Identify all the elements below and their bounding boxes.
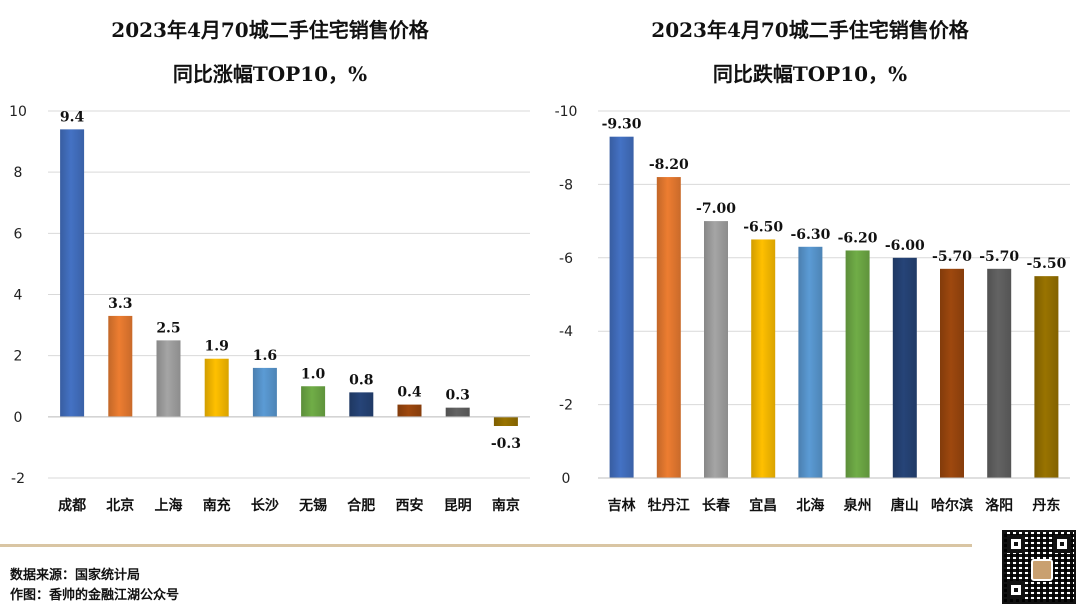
chart-decrease: 2023年4月70城二手住宅销售价格 同比跌幅TOP10，% -10 -8 -6 -4… <box>540 0 1080 530</box>
y-tick-label: -2 <box>11 471 25 487</box>
chart-title: 2023年4月70城二手住宅销售价格 <box>651 18 969 42</box>
y-tick-label: -2 <box>559 398 573 414</box>
data-label: -6.20 <box>838 230 878 246</box>
decrease-bar-chart: -10 -8 -6 -4 -2 0 -9.30 吉林 -8.20 牡丹江 -7.00 长春 -6.50 宜… <box>555 104 1070 514</box>
y-tick-label: 0 <box>562 471 571 487</box>
y-tick-label: 6 <box>14 226 23 242</box>
category-label: 南充 <box>203 497 231 514</box>
category-label: 唐山 <box>891 497 919 514</box>
bar <box>987 268 1012 478</box>
bar <box>798 246 823 478</box>
data-label: -5.70 <box>932 249 972 265</box>
bar <box>1034 276 1059 478</box>
y-tick-label: 10 <box>9 104 27 120</box>
bar <box>940 268 964 478</box>
data-label: 1.9 <box>205 339 229 355</box>
data-label: -5.50 <box>1026 256 1066 272</box>
chart-subtitle: 同比跌幅TOP10，% <box>712 62 908 86</box>
data-label: 2.5 <box>156 320 180 336</box>
category-label: 北海 <box>796 497 824 514</box>
y-tick-label: -6 <box>559 251 573 267</box>
bar <box>156 340 181 417</box>
bar <box>204 358 229 417</box>
data-label: 9.4 <box>60 109 85 125</box>
data-label: 1.6 <box>253 348 277 364</box>
data-label: 0.3 <box>446 388 470 404</box>
data-source: 数据来源：国家统计局 <box>10 568 141 583</box>
data-label: -6.50 <box>743 219 783 235</box>
bar <box>445 407 470 417</box>
category-label: 西安 <box>396 497 424 514</box>
footer-divider <box>0 544 972 547</box>
bar <box>892 257 917 478</box>
category-label: 洛阳 <box>985 497 1013 514</box>
y-tick-label: 0 <box>14 410 23 426</box>
category-label: 上海 <box>155 497 183 514</box>
bar <box>656 177 681 478</box>
data-label: -7.00 <box>696 201 736 217</box>
data-label: -6.30 <box>790 227 830 243</box>
category-label: 长春 <box>702 497 731 514</box>
category-label: 牡丹江 <box>648 497 690 514</box>
category-label: 无锡 <box>298 497 327 514</box>
author-credit: 作图：香帅的金融江湖公众号 <box>10 588 180 603</box>
data-label: -8.20 <box>649 157 689 173</box>
category-label: 成都 <box>58 497 86 514</box>
category-label: 哈尔滨 <box>931 497 973 514</box>
bar <box>301 386 326 417</box>
bar <box>252 367 277 417</box>
data-label: 1.0 <box>301 366 326 382</box>
bar <box>845 250 870 478</box>
increase-bar-chart: 10 8 6 4 2 0 -2 9.4 成都 3.3 北京 2.5 上海 1.9 南充 1.6 长沙 1.0 无锡 0… <box>9 104 530 514</box>
bar <box>704 221 728 478</box>
category-label: 吉林 <box>608 497 636 514</box>
y-tick-label: 8 <box>14 165 23 181</box>
qr-code-icon <box>1002 530 1076 604</box>
category-label: 丹东 <box>1032 497 1060 514</box>
y-tick-label: 2 <box>14 349 23 365</box>
category-label: 昆明 <box>444 498 472 514</box>
y-tick-label: -8 <box>559 177 573 193</box>
bar <box>609 136 634 478</box>
data-label: -0.3 <box>491 436 521 452</box>
chart-subtitle: 同比涨幅TOP10，% <box>172 62 368 86</box>
bar <box>60 129 85 417</box>
chart-title: 2023年4月70城二手住宅销售价格 <box>111 18 429 42</box>
bar <box>108 315 133 417</box>
data-label: 0.8 <box>349 372 373 388</box>
chart-increase: 2023年4月70城二手住宅销售价格 同比涨幅TOP10，% 10 8 6 4 2 0 -2… <box>0 0 540 530</box>
data-label: -6.00 <box>885 238 925 254</box>
category-label: 合肥 <box>347 497 375 514</box>
data-label: 0.4 <box>397 385 422 401</box>
category-label: 南京 <box>492 497 520 514</box>
data-label: -5.70 <box>979 249 1019 265</box>
bar <box>493 416 518 427</box>
category-label: 长沙 <box>251 497 279 514</box>
y-tick-label: 4 <box>14 288 23 304</box>
category-label: 泉州 <box>844 497 872 514</box>
bar <box>349 392 374 417</box>
data-label: 3.3 <box>108 296 132 312</box>
y-tick-label: -4 <box>559 324 573 340</box>
category-label: 北京 <box>106 497 134 514</box>
bar <box>397 404 422 417</box>
y-tick-label: -10 <box>555 104 578 120</box>
data-label: -9.30 <box>602 117 642 133</box>
category-label: 宜昌 <box>749 497 777 514</box>
bar <box>751 239 776 478</box>
